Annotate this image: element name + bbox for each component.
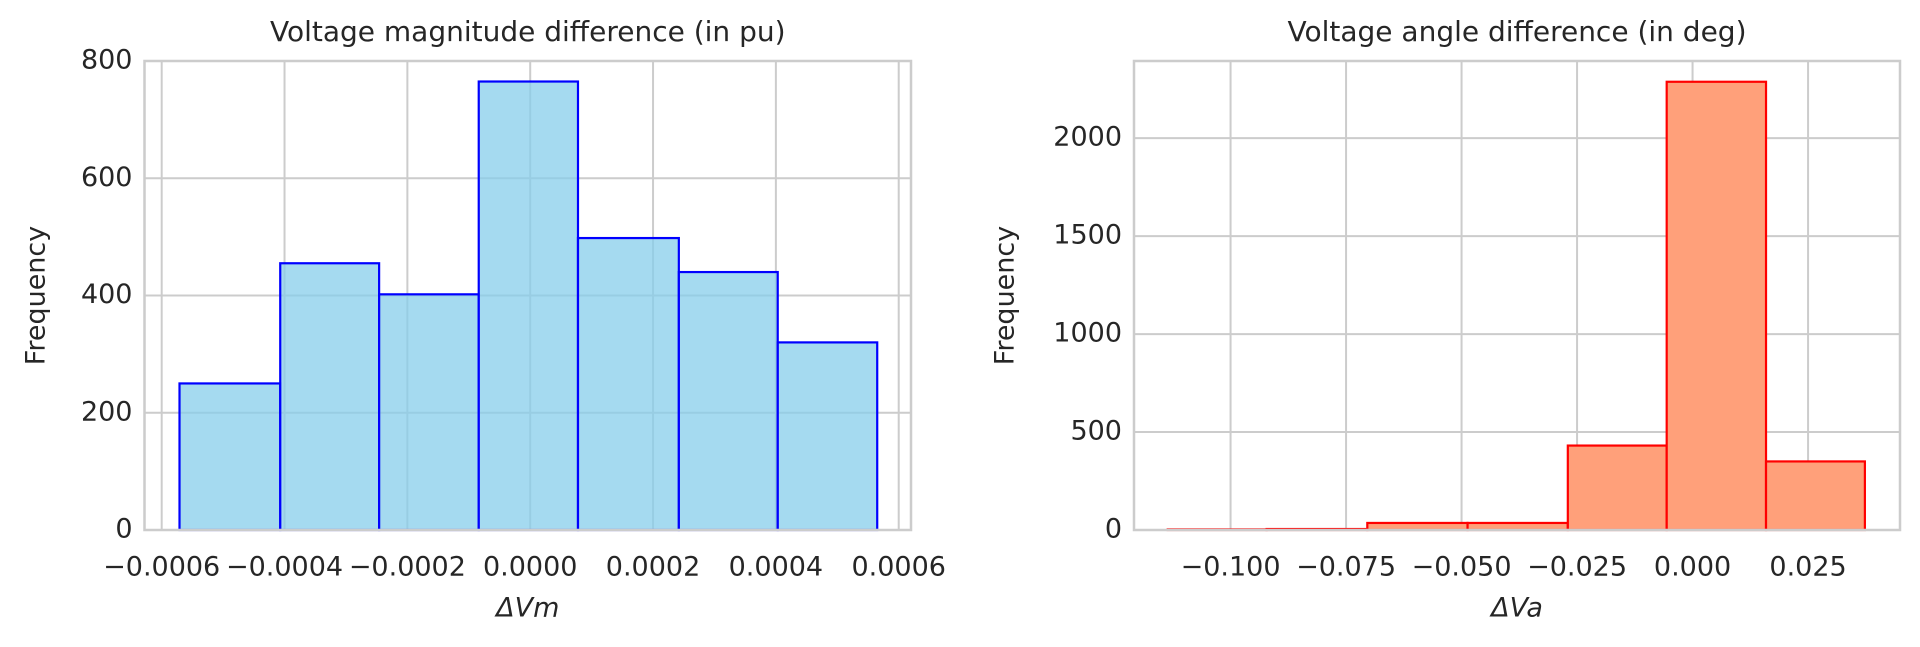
y-axis-label: Frequency (990, 226, 1021, 366)
x-axis-label: ΔVm (494, 593, 559, 624)
y-tick-label: 1000 (1053, 318, 1122, 349)
x-tick-label: −0.0004 (226, 552, 343, 583)
x-tick-label: −0.075 (1296, 552, 1396, 583)
x-tick-label: 0.0002 (606, 552, 700, 583)
x-tick-label: −0.0002 (349, 552, 466, 583)
y-tick-label: 0 (1105, 514, 1122, 545)
bar (477, 80, 580, 532)
bar (1764, 460, 1866, 532)
y-tick-label: 500 (1070, 416, 1122, 447)
chart-title: Voltage angle difference (in deg) (1287, 15, 1746, 48)
bar (576, 236, 680, 532)
x-tick-label: 0.0006 (851, 552, 945, 583)
bar (776, 341, 879, 532)
chart-title: Voltage magnitude difference (in pu) (270, 15, 786, 48)
y-axis-label: Frequency (21, 226, 52, 366)
y-tick-label: 600 (81, 162, 133, 193)
bar (1665, 80, 1768, 532)
bar (378, 293, 480, 532)
x-tick-label: −0.025 (1527, 552, 1627, 583)
y-tick-label: 0 (115, 514, 132, 545)
bar (279, 262, 381, 532)
x-tick-label: 0.000 (1654, 552, 1731, 583)
axes-frame (143, 59, 913, 532)
y-tick-label: 800 (81, 45, 133, 76)
bar (178, 382, 282, 532)
x-tick-label: −0.0006 (103, 552, 220, 583)
x-tick-label: 0.0004 (729, 552, 823, 583)
x-axis-label: ΔVa (1489, 593, 1543, 624)
x-tick-label: −0.100 (1181, 552, 1281, 583)
x-tick-label: 0.0000 (483, 552, 577, 583)
y-tick-label: 2000 (1053, 122, 1122, 153)
y-tick-label: 200 (81, 396, 133, 427)
x-tick-label: 0.025 (1769, 552, 1846, 583)
y-tick-label: 400 (81, 279, 133, 310)
y-tick-label: 1500 (1053, 220, 1122, 251)
axes-frame (1132, 59, 1902, 532)
x-tick-label: −0.050 (1412, 552, 1512, 583)
bar (677, 270, 779, 532)
bar (1566, 444, 1668, 532)
